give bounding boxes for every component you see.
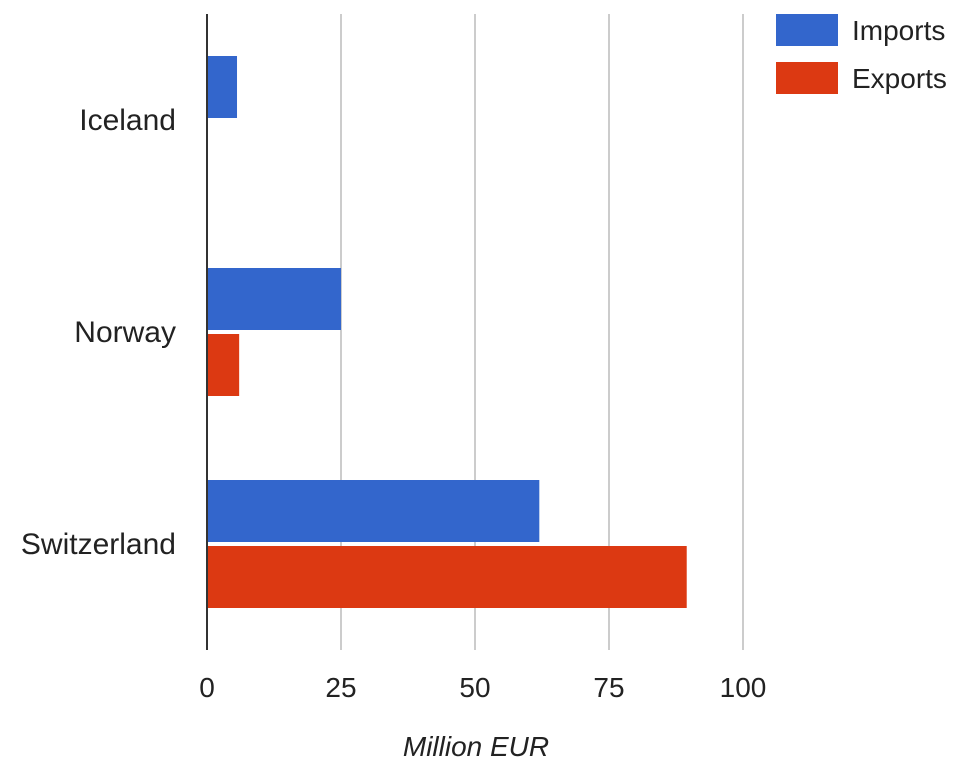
- bar-exports-switzerland: [208, 546, 687, 608]
- x-axis-title: Million EUR: [403, 731, 549, 760]
- x-tick-label: 100: [720, 672, 767, 703]
- legend-label-imports: Imports: [852, 15, 945, 46]
- bar-imports-norway: [208, 268, 341, 330]
- bar-exports-norway: [208, 334, 240, 396]
- legend-swatch-imports: [776, 14, 838, 46]
- bar-imports-switzerland: [208, 480, 540, 542]
- legend: Imports Exports: [776, 14, 947, 94]
- x-tick-label: 25: [325, 672, 356, 703]
- bar-imports-iceland: [208, 56, 238, 118]
- x-tick-label: 0: [199, 672, 215, 703]
- category-label: Norway: [74, 316, 176, 349]
- category-label: Iceland: [79, 104, 176, 137]
- category-label: Switzerland: [21, 528, 176, 561]
- x-tick-label: 50: [459, 672, 490, 703]
- legend-swatch-exports: [776, 62, 838, 94]
- x-tick-label: 75: [593, 672, 624, 703]
- gridlines: [340, 14, 744, 650]
- bars: [208, 56, 687, 608]
- x-tick-labels: 0 25 50 75 100: [199, 672, 766, 703]
- legend-label-exports: Exports: [852, 63, 947, 94]
- category-labels: Iceland Norway Switzerland: [21, 104, 176, 561]
